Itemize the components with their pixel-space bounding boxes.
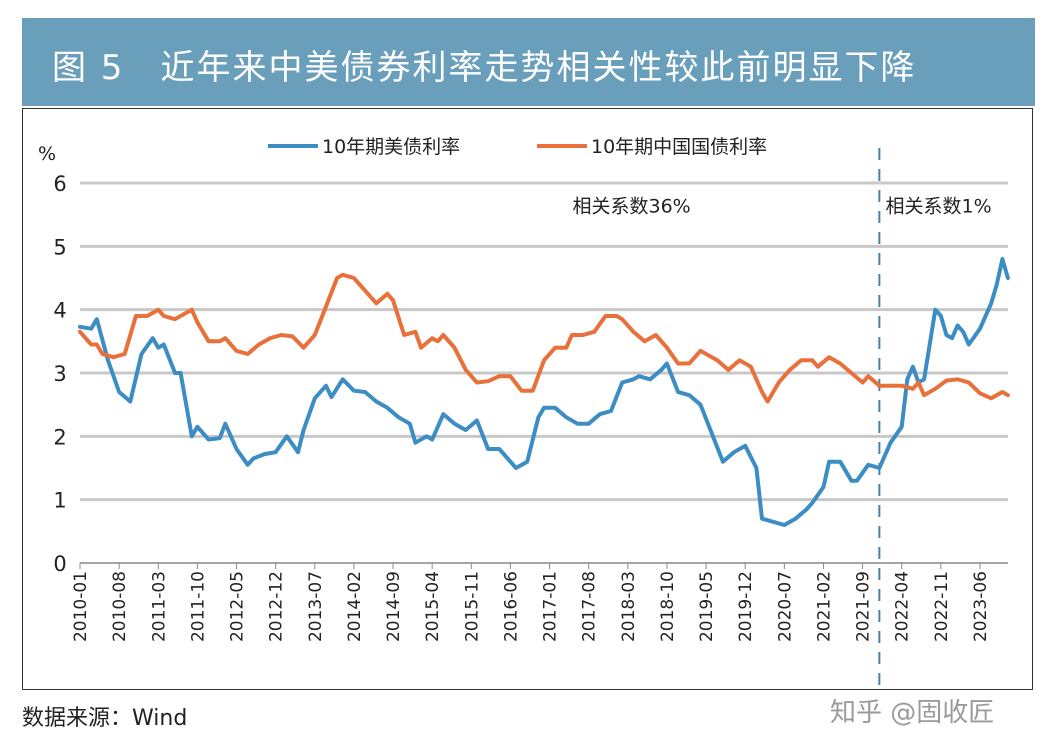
legend-label: 10年期中国国债利率 — [591, 136, 767, 158]
legend-label: 10年期美债利率 — [322, 136, 460, 158]
y-tick-label: 4 — [53, 299, 66, 323]
x-tick-label: 2013-07 — [306, 571, 326, 642]
y-tick-label: 5 — [53, 235, 66, 259]
x-tick-label: 2018-03 — [619, 571, 639, 642]
x-tick-label: 2012-05 — [228, 571, 248, 642]
x-tick-label: 2020-07 — [775, 571, 795, 642]
y-tick-label: 1 — [53, 489, 66, 513]
correlation-annotation: 相关系数1% — [886, 195, 992, 217]
x-tick-label: 2015-11 — [462, 571, 482, 642]
x-tick-label: 2010-01 — [71, 571, 91, 642]
x-tick-label: 2021-09 — [854, 571, 874, 642]
y-tick-label: 6 — [53, 172, 66, 196]
x-tick-label: 2012-12 — [267, 571, 287, 642]
x-tick-label: 2019-12 — [736, 571, 756, 642]
x-tick-label: 2015-04 — [423, 571, 443, 642]
x-tick-label: 2022-11 — [932, 571, 952, 642]
y-tick-label: 0 — [53, 552, 66, 576]
watermark: 知乎 @固收匠 — [830, 698, 995, 728]
x-tick-label: 2017-08 — [580, 571, 600, 642]
y-tick-label: 2 — [53, 425, 66, 449]
x-tick-label: 2014-09 — [384, 571, 404, 642]
series-line-cn-10y — [78, 272, 1010, 404]
x-tick-label: 2021-02 — [814, 571, 834, 642]
x-tick-label: 2017-01 — [541, 571, 561, 642]
x-tick-label: 2016-06 — [501, 571, 521, 642]
x-tick-label: 2010-08 — [110, 571, 130, 642]
correlation-annotation: 相关系数36% — [573, 195, 691, 217]
x-tick-label: 2019-05 — [697, 571, 717, 642]
data-source: 数据来源：Wind — [22, 706, 188, 731]
chart-frame — [22, 108, 1033, 690]
x-tick-label: 2022-04 — [893, 571, 913, 642]
x-tick-label: 2011-03 — [149, 571, 169, 642]
series-line-us-10y — [78, 257, 1010, 527]
x-tick-label: 2018-10 — [658, 571, 678, 642]
y-tick-label: 3 — [53, 362, 66, 386]
x-tick-label: 2014-02 — [345, 571, 365, 642]
figure-title: 图 5 近年来中美债券利率走势相关性较此前明显下降 — [52, 48, 917, 88]
x-tick-label: 2011-10 — [188, 571, 208, 642]
x-tick-label: 2023-06 — [971, 571, 991, 642]
figure-title-bar: 图 5 近年来中美债券利率走势相关性较此前明显下降 — [22, 18, 1035, 106]
y-axis-unit: % — [38, 143, 56, 165]
